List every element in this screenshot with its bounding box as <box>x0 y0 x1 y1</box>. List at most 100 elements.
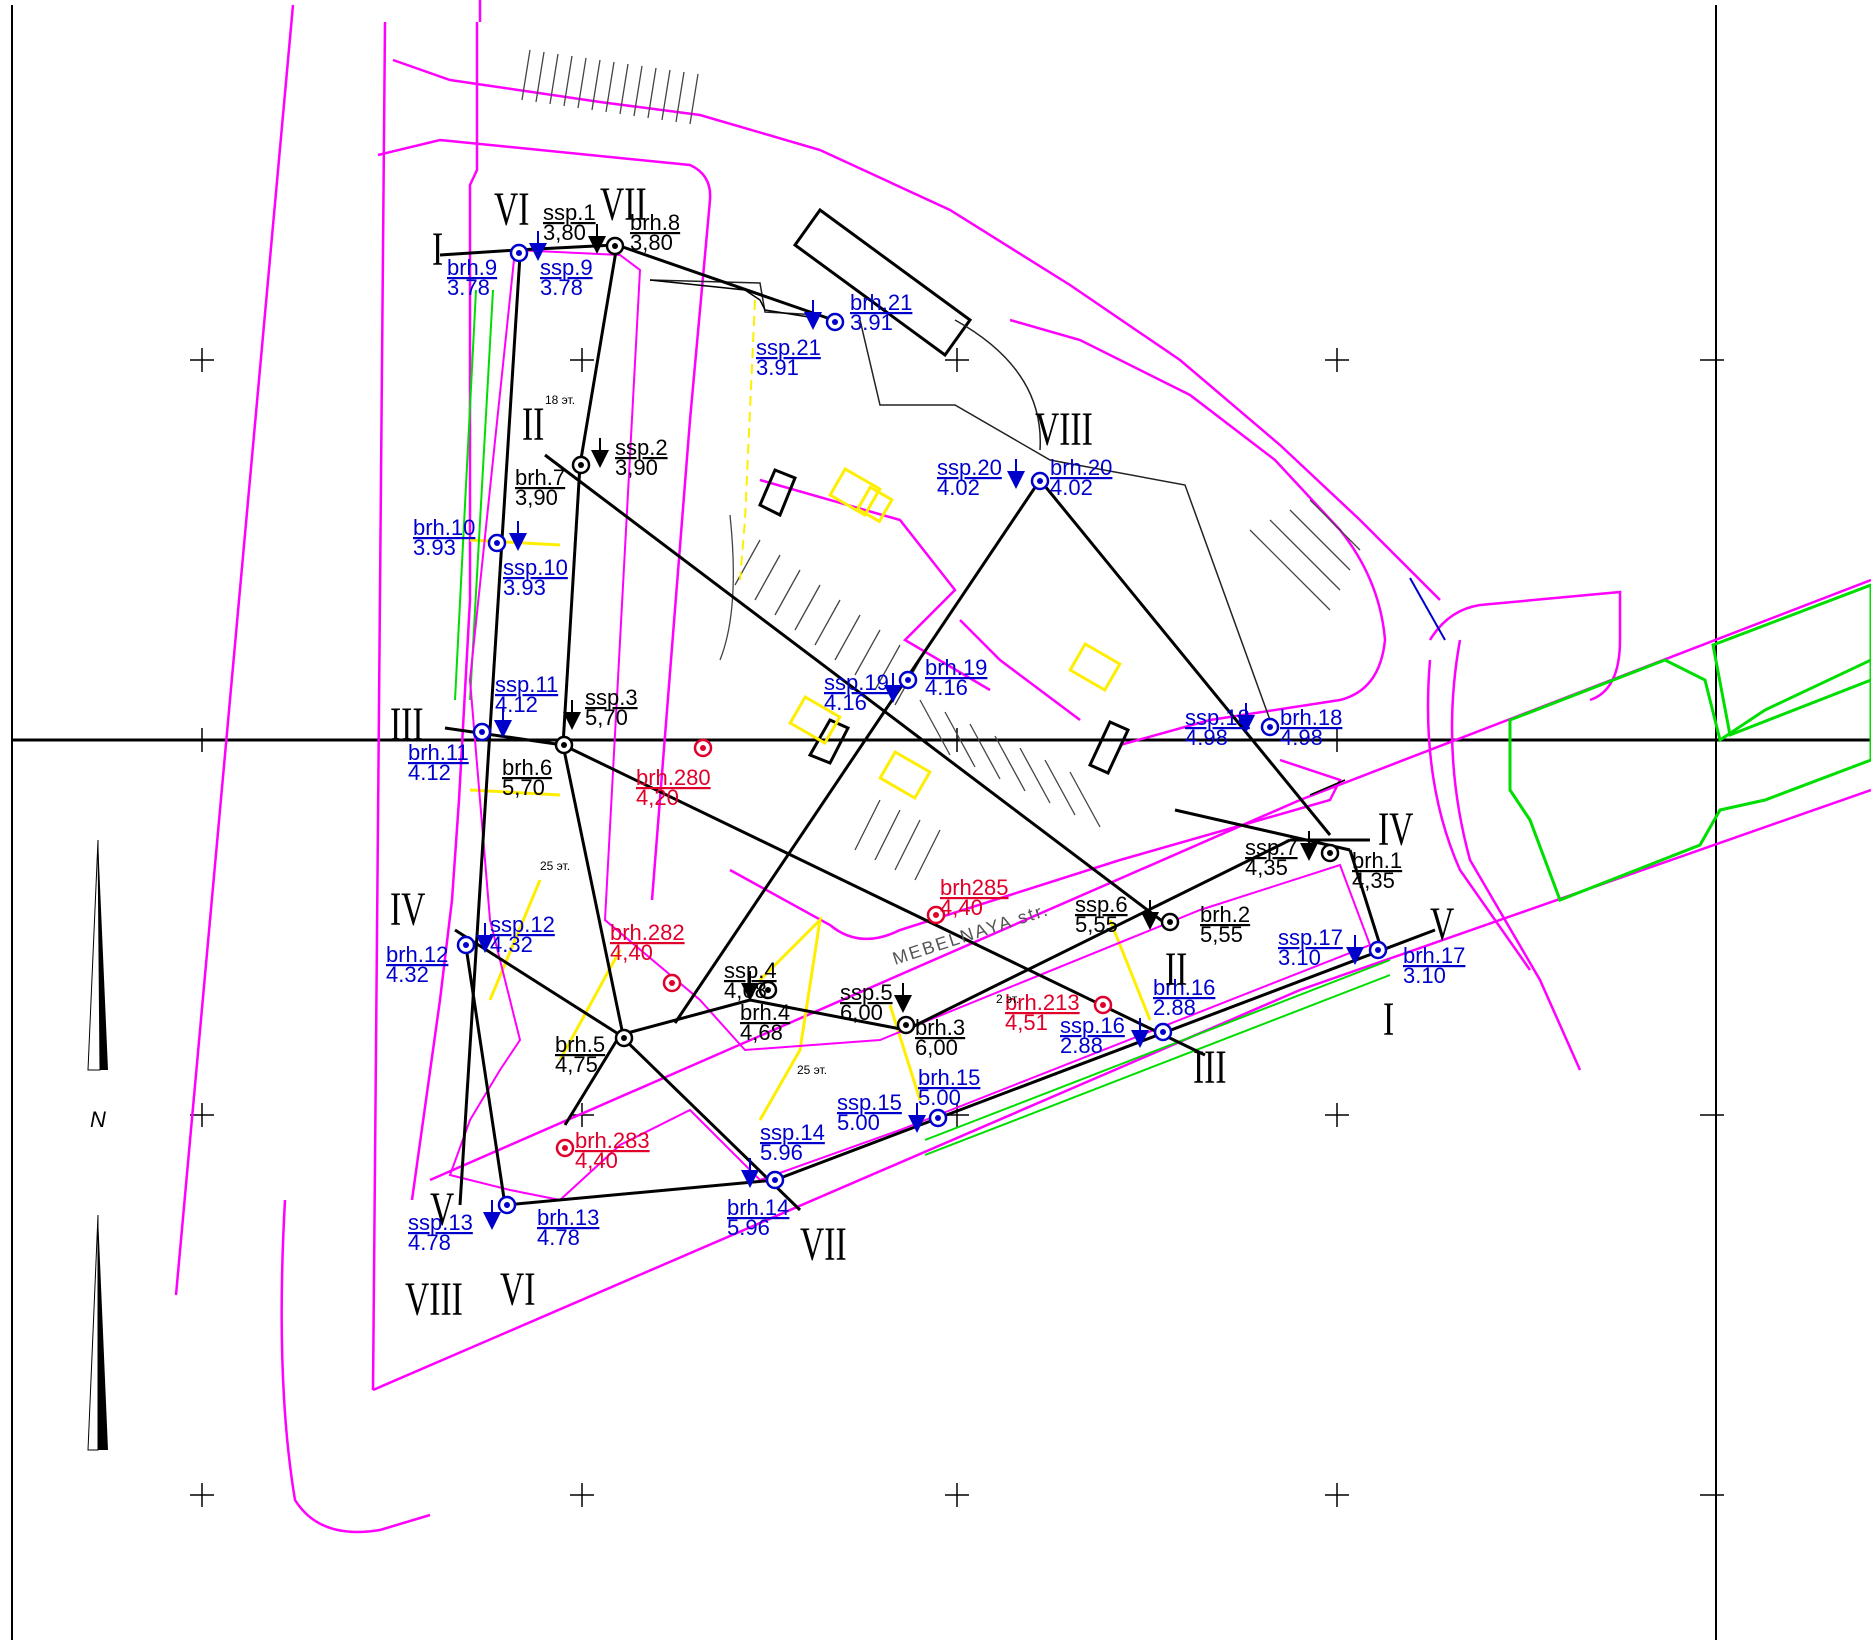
ssp9-value: 3.78 <box>540 275 583 300</box>
ssp21-value: 3.91 <box>756 355 799 380</box>
brh12-name: brh.12 <box>386 942 448 967</box>
brh19-value: 4.16 <box>925 675 968 700</box>
brh5-value: 4,75 <box>555 1052 598 1077</box>
ssp20-value: 4.02 <box>937 475 980 500</box>
brh285-name: brh285 <box>940 875 1009 900</box>
brh5-marker-dot <box>621 1035 627 1041</box>
ssp9-name: ssp.9 <box>540 255 593 280</box>
ssp11-marker <box>494 720 512 738</box>
ssp1-marker <box>588 236 606 254</box>
brh11-value: 4.12 <box>408 760 451 785</box>
brh6-value: 5,70 <box>502 775 545 800</box>
brh280-name: brh.280 <box>636 765 711 790</box>
misc-lines <box>649 279 1346 796</box>
ssp17-value: 3.10 <box>1278 945 1321 970</box>
brh15-value: 5.00 <box>918 1085 961 1110</box>
ssp9-marker <box>529 243 547 261</box>
ssp6-value: 5,55 <box>1075 912 1118 937</box>
brh19-name: brh.19 <box>925 655 987 680</box>
ssp4-marker <box>741 983 759 1001</box>
floor-note-25-west: 25 эт. <box>540 859 570 873</box>
brh4-value: 4,68 <box>740 1020 783 1045</box>
roof-lines <box>649 279 1271 721</box>
ssp16-value: 2.88 <box>1060 1033 1103 1058</box>
north-label: N <box>90 1107 106 1132</box>
brh9-marker-dot <box>516 250 522 256</box>
brh6-name: brh.6 <box>502 755 552 780</box>
ssp7-name: ssp.7 <box>1245 835 1298 860</box>
ssp3-value: 5,70 <box>585 705 628 730</box>
brh213-marker-dot <box>1100 1002 1106 1008</box>
ssp19-name: ssp.19 <box>824 670 889 695</box>
ssp19-value: 4.16 <box>824 690 867 715</box>
ssp18-name: ssp.18 <box>1185 705 1250 730</box>
brh2-value: 5,55 <box>1200 922 1243 947</box>
ssp2-name: ssp.2 <box>615 435 668 460</box>
ssp5-value: 6,00 <box>840 1000 883 1025</box>
brh16-marker-dot <box>1160 1029 1166 1035</box>
brh4-marker-dot <box>765 987 771 993</box>
brh11-name: brh.11 <box>408 740 469 765</box>
ssp11-name: ssp.11 <box>495 672 558 697</box>
brh280-value: 4,20 <box>636 785 679 810</box>
brh8-marker-dot <box>612 243 618 249</box>
parking-hatching <box>521 49 1361 881</box>
brh15-marker-dot <box>935 1115 941 1121</box>
ssp5-marker <box>894 995 912 1013</box>
brh10-name: brh.10 <box>413 515 475 540</box>
floor-note-2: 2 эт. <box>996 992 1019 1006</box>
brh10-marker-dot <box>494 540 500 546</box>
ssp20-name: ssp.20 <box>937 455 1002 480</box>
brh17-name: brh.17 <box>1403 943 1465 968</box>
brh14-name: brh.14 <box>727 1195 789 1220</box>
buildings <box>454 289 1871 1156</box>
section-numeral-r6: III <box>390 697 424 750</box>
ssp12-name: ssp.12 <box>490 912 555 937</box>
ssp12-marker <box>476 935 494 953</box>
ssp11-value: 4.12 <box>495 692 538 717</box>
brh3-name: brh.3 <box>915 1015 965 1040</box>
brh283-name: brh.283 <box>575 1128 650 1153</box>
ssp10-marker <box>509 533 527 551</box>
brh213-value: 4,51 <box>1005 1010 1048 1035</box>
brh9-value: 3.78 <box>447 275 490 300</box>
ssp17-name: ssp.17 <box>1278 925 1343 950</box>
ssp4-name: ssp.4 <box>724 958 777 983</box>
brh285-value: 4,40 <box>940 895 983 920</box>
ssp1-name: ssp.1 <box>543 200 596 225</box>
ssp15-value: 5.00 <box>837 1110 880 1135</box>
section-numeral-r11: VII <box>800 1217 847 1270</box>
ssp12-value: 4.32 <box>490 932 533 957</box>
brh282-marker-dot <box>669 980 675 986</box>
brh11-marker-dot <box>479 729 485 735</box>
section-numeral-r14: I <box>1383 992 1394 1045</box>
section-numeral-r3: VII <box>600 177 647 230</box>
ssp7-marker <box>1300 843 1318 861</box>
brh18-name: brh.18 <box>1280 705 1342 730</box>
brh17-marker-dot <box>1375 947 1381 953</box>
section-numeral-r2: VI <box>494 182 529 235</box>
ssp7-value: 4,35 <box>1245 855 1288 880</box>
brh282-name: brh.282 <box>610 920 685 945</box>
brh14-value: 5.96 <box>727 1215 770 1240</box>
ssp14-value: 5.96 <box>760 1140 803 1165</box>
brh18-value: 4.98 <box>1280 725 1323 750</box>
ssp3-marker <box>563 712 581 730</box>
section-numeral-r8: V <box>430 1182 454 1235</box>
brh282-value: 4,40 <box>610 940 653 965</box>
ssp5-name: ssp.5 <box>840 980 893 1005</box>
section-numeral-r15: II <box>1165 942 1187 995</box>
brh7-value: 3,90 <box>515 485 558 510</box>
brh20-value: 4.02 <box>1050 475 1093 500</box>
ssp4-value: 4,68 <box>724 978 767 1003</box>
brh1-marker-dot <box>1327 850 1333 856</box>
brh15-name: brh.15 <box>918 1065 980 1090</box>
brh16-value: 2.88 <box>1153 995 1196 1020</box>
section-numeral-r16: III <box>1193 1040 1227 1093</box>
ssp17-marker <box>1346 947 1364 965</box>
brh8-name: brh.8 <box>630 210 680 235</box>
section-numeral-r10: VI <box>500 1262 535 1315</box>
brh8-value: 3,80 <box>630 230 673 255</box>
ssp14-marker <box>741 1170 759 1188</box>
